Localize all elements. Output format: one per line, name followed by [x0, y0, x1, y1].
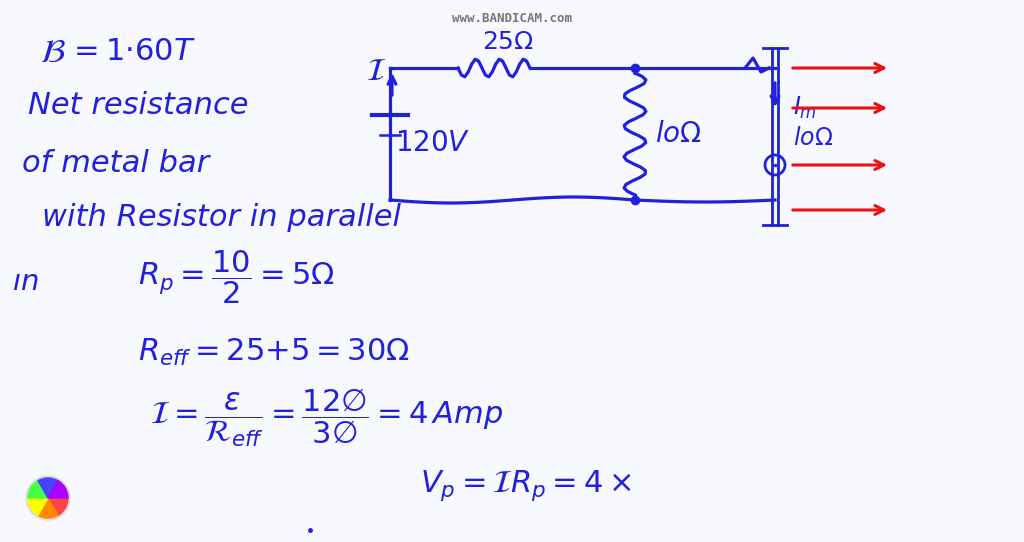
Circle shape: [26, 476, 70, 520]
Text: Net resistance: Net resistance: [28, 91, 249, 119]
Text: $lo\Omega$: $lo\Omega$: [655, 120, 701, 148]
Text: $I_m$: $I_m$: [793, 95, 817, 121]
Text: $\mathcal{I} = \dfrac{\varepsilon}{\mathcal{R}_{eff}} = \dfrac{12\emptyset}{3\em: $\mathcal{I} = \dfrac{\varepsilon}{\math…: [150, 386, 503, 449]
Text: with Resistor in parallel: with Resistor in parallel: [42, 203, 401, 233]
Text: $R_p = \dfrac{10}{2} = 5\Omega$: $R_p = \dfrac{10}{2} = 5\Omega$: [138, 248, 335, 306]
Text: $V_p = \mathcal{I}R_p = 4\times$: $V_p = \mathcal{I}R_p = 4\times$: [420, 468, 632, 504]
Wedge shape: [28, 481, 48, 498]
Text: $\mathcal{B}$: $\mathcal{B}$: [40, 35, 66, 68]
Text: $120V$: $120V$: [395, 129, 471, 157]
Text: of metal bar: of metal bar: [22, 149, 209, 177]
Text: $lo\Omega$: $lo\Omega$: [793, 126, 834, 150]
Wedge shape: [38, 478, 58, 498]
Text: $25\Omega$: $25\Omega$: [482, 30, 535, 54]
Wedge shape: [38, 498, 58, 518]
Wedge shape: [48, 481, 68, 498]
Wedge shape: [48, 498, 68, 515]
Text: $R_{eff} = 25{+}5 = 30\Omega$: $R_{eff} = 25{+}5 = 30\Omega$: [138, 337, 410, 367]
Text: www.BANDICAM.com: www.BANDICAM.com: [452, 12, 572, 25]
Text: $= 1{\cdot}60T$: $= 1{\cdot}60T$: [68, 37, 196, 67]
Wedge shape: [28, 498, 48, 515]
Text: $\mathcal{I}$: $\mathcal{I}$: [366, 57, 386, 87]
Text: $\imath n$: $\imath n$: [12, 268, 39, 296]
